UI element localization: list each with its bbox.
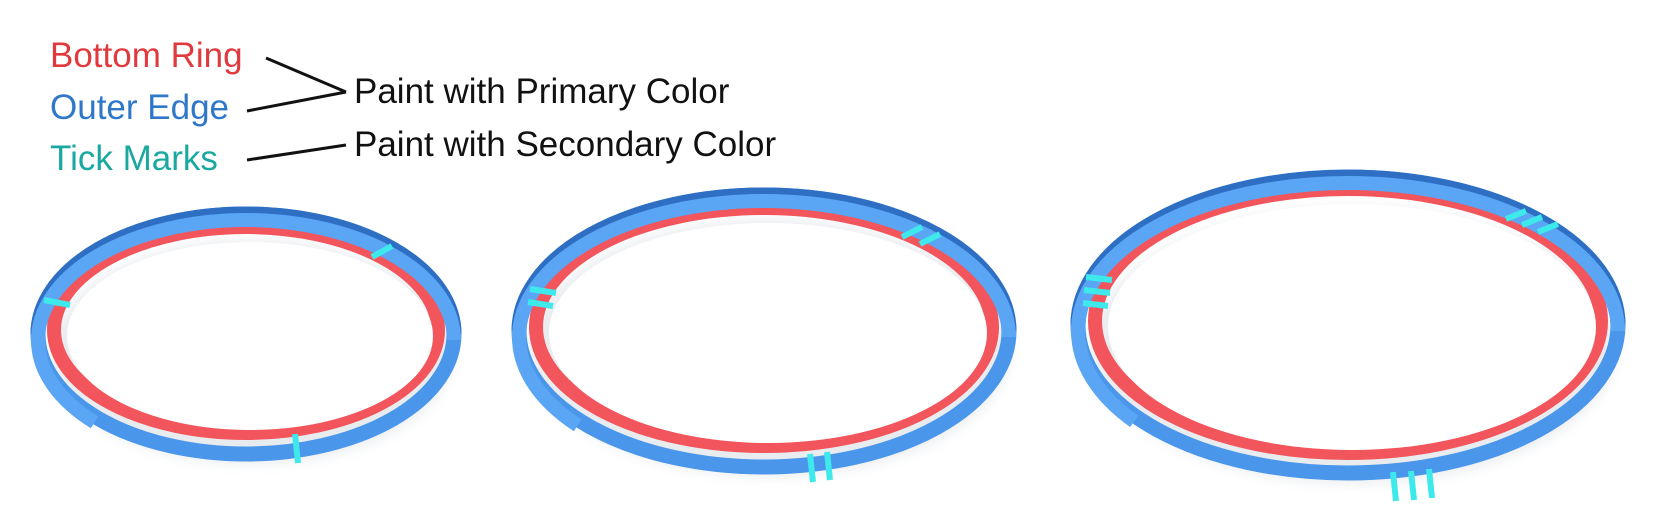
tick-marks-label: Tick Marks xyxy=(50,139,218,178)
connector-lines xyxy=(246,56,347,162)
outer-edge-front xyxy=(512,194,1016,480)
connector-outer-edge xyxy=(246,90,347,113)
tick-mark xyxy=(1504,208,1528,222)
tick-mark xyxy=(292,433,301,464)
tick-mark xyxy=(43,297,71,308)
tick-mark xyxy=(370,243,394,260)
tick-marks xyxy=(1082,208,1560,502)
tick-mark xyxy=(1520,214,1544,228)
bottom-ring-label: Bottom Ring xyxy=(50,36,243,75)
outer-edge-front xyxy=(31,213,461,467)
tick-mark xyxy=(1082,300,1109,309)
ring-one-tick xyxy=(30,206,462,467)
primary-color-callout: Paint with Primary Color xyxy=(354,72,730,111)
tick-mark xyxy=(1390,471,1399,502)
tick-mark xyxy=(1536,221,1560,235)
tick-mark xyxy=(1085,274,1113,283)
tick-mark xyxy=(1408,470,1417,501)
tick-mark xyxy=(527,299,554,309)
tick-mark xyxy=(824,451,833,481)
tick-mark xyxy=(807,453,816,483)
tick-marks xyxy=(43,243,394,464)
outer-edge-front xyxy=(1071,176,1625,486)
ring-hole xyxy=(67,242,433,430)
outer-edge-label: Outer Edge xyxy=(50,88,229,127)
ring-three-ticks xyxy=(1070,169,1626,502)
tick-mark xyxy=(1426,468,1435,499)
connector-bottom-ring xyxy=(265,56,347,94)
tick-marks xyxy=(527,224,942,483)
connector-tick-marks xyxy=(246,143,347,162)
tick-mark xyxy=(918,231,942,247)
tick-mark xyxy=(1083,287,1111,296)
tick-mark xyxy=(529,286,557,296)
ring-hole xyxy=(1108,204,1596,450)
secondary-color-callout: Paint with Secondary Color xyxy=(354,125,777,164)
ring-two-ticks xyxy=(511,187,1017,483)
ring-hole xyxy=(549,223,987,443)
tick-mark xyxy=(900,224,924,240)
